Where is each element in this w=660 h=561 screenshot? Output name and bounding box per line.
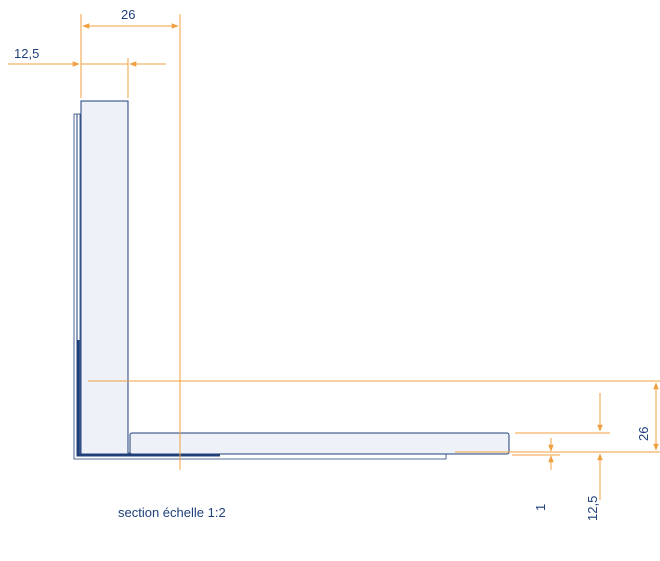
- vertical-leg-inner-edge: [73, 113, 447, 460]
- label-top-thickness: 12,5: [14, 46, 39, 61]
- dimension-lines: [8, 14, 660, 500]
- corner-reinforcement: [76, 340, 220, 457]
- scale-caption: section échelle 1:2: [118, 505, 226, 520]
- angle-profile: [73, 100, 510, 460]
- horizontal-leg: [129, 432, 510, 455]
- label-gap: 1: [533, 504, 548, 511]
- label-top-width: 26: [121, 7, 135, 22]
- vertical-leg: [80, 100, 129, 455]
- label-right-thickness: 12,5: [585, 496, 600, 521]
- label-right-height: 26: [636, 427, 651, 441]
